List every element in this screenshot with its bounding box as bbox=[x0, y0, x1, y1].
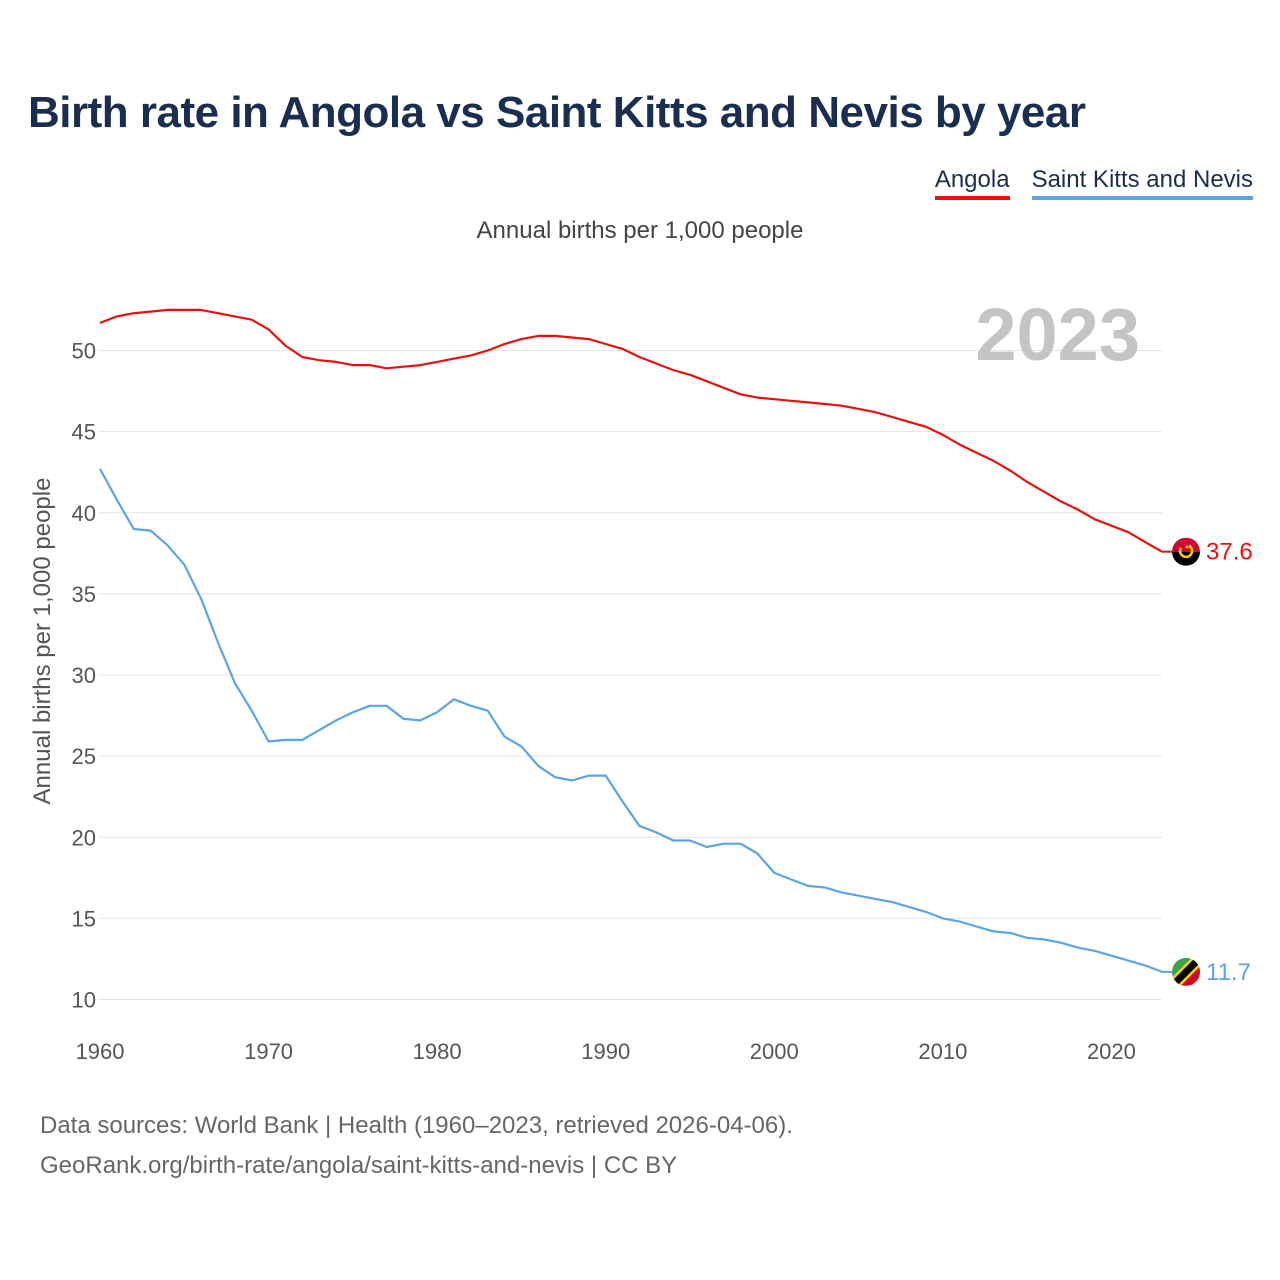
series-line-angola bbox=[99, 308, 1163, 553]
x-tick-label: 1980 bbox=[413, 1039, 462, 1064]
angola-flag-icon bbox=[1172, 537, 1200, 566]
footer: Data sources: World Bank | Health (1960–… bbox=[40, 1106, 793, 1186]
x-tick-label: 2000 bbox=[750, 1039, 799, 1064]
year-watermark: 2023 bbox=[975, 293, 1140, 376]
y-axis-label: Annual births per 1,000 people bbox=[29, 478, 56, 805]
x-tick-label: 2020 bbox=[1087, 1039, 1136, 1064]
x-tick-label: 1990 bbox=[581, 1039, 630, 1064]
footer-attribution[interactable]: GeoRank.org/birth-rate/angola/saint-kitt… bbox=[40, 1152, 678, 1179]
x-tick-label: 1960 bbox=[76, 1039, 125, 1064]
legend: Angola Saint Kitts and Nevis bbox=[934, 166, 1253, 200]
legend-item-saint-kitts-and-nevis[interactable]: Saint Kitts and Nevis bbox=[1031, 166, 1253, 200]
y-tick-label: 15 bbox=[72, 906, 96, 931]
y-tick-label: 30 bbox=[72, 663, 96, 688]
chart-subtitle: Annual births per 1,000 people bbox=[476, 217, 804, 244]
series-line-saint-kitts-and-nevis bbox=[99, 468, 1163, 973]
x-tick-label: 1970 bbox=[244, 1039, 293, 1064]
y-tick-label: 35 bbox=[72, 582, 96, 607]
end-value-label: 37.6 bbox=[1206, 539, 1253, 566]
y-tick-label: 50 bbox=[72, 339, 96, 364]
legend-item-angola[interactable]: Angola bbox=[934, 166, 1010, 200]
footer-sources: Data sources: World Bank | Health (1960–… bbox=[40, 1112, 793, 1139]
x-tick-label: 2010 bbox=[918, 1039, 967, 1064]
y-tick-label: 45 bbox=[72, 420, 96, 445]
end-value-label: 11.7 bbox=[1206, 959, 1251, 986]
saint-kitts-and-nevis-flag-icon bbox=[1172, 957, 1200, 986]
y-tick-label: 20 bbox=[72, 825, 96, 850]
chart-title: Birth rate in Angola vs Saint Kitts and … bbox=[28, 88, 1086, 137]
y-tick-label: 40 bbox=[72, 501, 96, 526]
y-tick-label: 25 bbox=[72, 744, 96, 769]
y-tick-label: 10 bbox=[72, 988, 96, 1013]
